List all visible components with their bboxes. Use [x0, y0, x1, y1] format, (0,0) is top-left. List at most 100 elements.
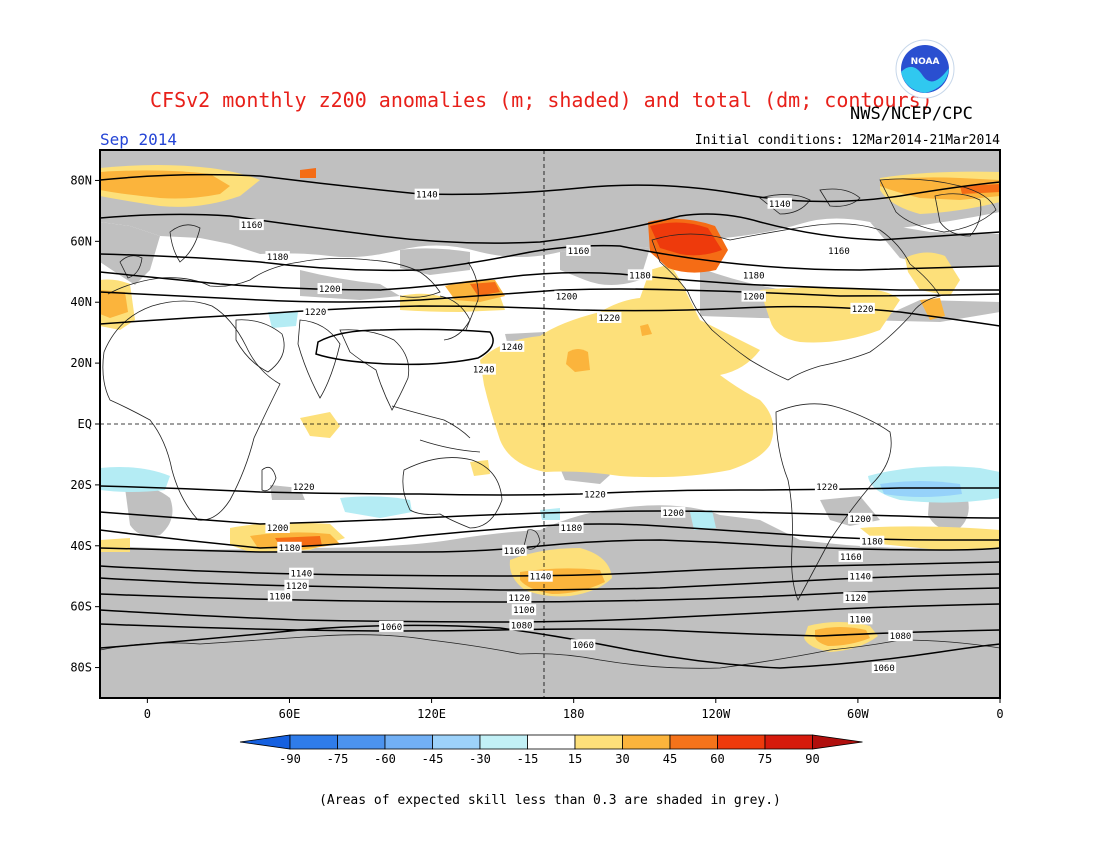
contour-label: 1140	[290, 570, 312, 580]
contour-label: 1180	[629, 271, 651, 281]
colorbar-swatch	[289, 734, 338, 750]
lon-label: 60E	[279, 707, 301, 721]
contour-label: 1140	[416, 191, 438, 201]
colorbar-arrow-high	[812, 734, 863, 750]
contour-label-bg	[814, 480, 840, 492]
contour-label-bg	[284, 579, 309, 591]
contour-label-bg	[741, 290, 766, 302]
contour-label-bg	[559, 522, 584, 534]
lon-label: 180	[563, 707, 585, 721]
contour-label: 1160	[828, 247, 850, 257]
lon-label: 60W	[847, 707, 869, 721]
contour-label: 1180	[861, 538, 883, 548]
colorbar-swatch	[432, 734, 481, 750]
longitude-axis: 0 60E 120E 180 120W 60W 0	[144, 698, 1004, 721]
initial-conditions: Initial conditions: 12Mar2014-21Mar2014	[694, 133, 1000, 148]
contour-label-bg	[848, 613, 873, 625]
colorbar-swatch	[574, 734, 623, 750]
contour-label: 1160	[840, 553, 862, 563]
contour-label-bg	[507, 592, 532, 604]
contour-label: 1060	[572, 641, 594, 651]
lat-label: EQ	[78, 417, 92, 431]
lat-label: 80N	[70, 173, 92, 187]
colorbar-swatch	[622, 734, 671, 750]
colorbar-swatch	[527, 734, 576, 750]
contour-label-bg	[859, 535, 885, 547]
lon-label: 0	[996, 707, 1003, 721]
contour-label-bg	[582, 488, 608, 500]
contour-label-bg	[826, 244, 852, 256]
contour-label: 1220	[293, 483, 315, 493]
colorbar-swatch	[717, 734, 766, 750]
colorbar-label: -15	[517, 752, 539, 766]
logo-text: NOAA	[911, 57, 940, 67]
colorbar-label: -75	[327, 752, 349, 766]
contour-label: 1060	[380, 623, 402, 633]
contour-label: 1220	[852, 305, 874, 315]
colorbar-label: -60	[374, 752, 396, 766]
contour-label-bg	[291, 480, 316, 492]
contour-label-bg	[848, 570, 873, 582]
lon-label: 0	[144, 707, 151, 721]
coastlines	[100, 178, 1000, 669]
contour-label: 1200	[267, 524, 289, 534]
colorbar-label: -30	[469, 752, 491, 766]
contour-label-bg	[888, 630, 913, 642]
contour-label: 1180	[560, 524, 582, 534]
contour-label: 1120	[286, 582, 308, 592]
contour-label: 1080	[890, 632, 912, 642]
contour-label: 1240	[501, 343, 523, 353]
colorbar-label: -45	[422, 752, 444, 766]
colorbar-label: 60	[710, 752, 724, 766]
contour-label-bg	[597, 311, 622, 323]
contour-label-bg	[660, 506, 686, 518]
contour-label-bg	[289, 567, 314, 579]
contour-label-bg	[848, 512, 873, 524]
contour-label-bg	[871, 662, 897, 674]
contour-label: 1140	[530, 573, 552, 583]
contour-label-bg	[767, 197, 792, 209]
colorbar-swatch	[669, 734, 718, 750]
lat-label: 20N	[70, 356, 92, 370]
contour-label: 1120	[845, 594, 867, 604]
contour-label: 1220	[816, 483, 838, 493]
colorbar-label: 45	[663, 752, 677, 766]
colorbar-label: 30	[615, 752, 629, 766]
contour-label-bg	[303, 305, 328, 317]
colorbar-label: 15	[568, 752, 582, 766]
contour-label: 1100	[269, 593, 291, 603]
positive-anomaly-60-75	[650, 222, 722, 256]
contour-label-bg	[267, 590, 293, 602]
noaa-logo-icon: NOAA	[895, 39, 955, 99]
contour-label: 1160	[504, 547, 526, 557]
contour-label-bg	[528, 570, 553, 582]
contour-label-bg	[379, 620, 404, 632]
contour-label-bg	[414, 188, 440, 200]
negative-anomaly-30-45	[880, 481, 962, 497]
contour-label: 1120	[508, 594, 530, 604]
contour-label: 1160	[241, 221, 263, 231]
colorbar-swatch	[764, 734, 813, 750]
contour-label: 1220	[584, 491, 606, 501]
contour-label-bg	[627, 269, 653, 281]
lat-label: 40N	[70, 295, 92, 309]
colorbar-swatch	[479, 734, 528, 750]
contour-label: 1200	[849, 515, 871, 525]
colorbar-label: 75	[758, 752, 772, 766]
contour-label: 1220	[305, 308, 327, 318]
contour-label-bg	[511, 604, 537, 616]
contour-label: 1080	[511, 621, 533, 631]
skill-footnote: (Areas of expected skill less than 0.3 a…	[319, 793, 781, 808]
contour-label-bg	[239, 219, 264, 231]
colorbar-arrow-low	[239, 734, 291, 750]
contour-label: 1240	[473, 366, 495, 376]
contour-label-bg	[509, 619, 534, 631]
contour-label-bg	[843, 592, 868, 604]
contour-label-bg	[570, 639, 596, 651]
contour-label: 1060	[873, 664, 895, 674]
contour-label-bg	[554, 290, 579, 302]
colorbar-label: 90	[805, 752, 819, 766]
lat-label: 80S	[70, 661, 92, 675]
lat-label: 40S	[70, 539, 92, 553]
